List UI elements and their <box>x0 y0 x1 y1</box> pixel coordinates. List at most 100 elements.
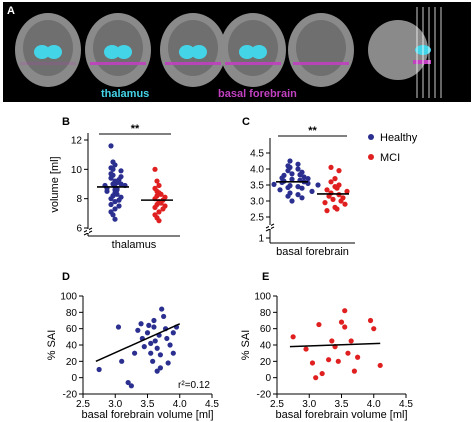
data-point-mci <box>338 198 344 204</box>
data-point <box>157 352 163 358</box>
basal-forebrain-region <box>225 62 281 65</box>
data-point-healthy <box>108 196 114 202</box>
y-axis-label: % SAI <box>240 330 252 361</box>
data-point-healthy <box>299 195 305 201</box>
significance-marker: ** <box>131 123 140 135</box>
x-tick-label: 3.5 <box>141 399 155 410</box>
thalamus-region-left <box>104 45 120 59</box>
thalamus-label: thalamus <box>101 88 149 100</box>
data-point <box>342 324 348 330</box>
data-point <box>371 326 377 332</box>
x-tick-label: 3.0 <box>302 399 316 410</box>
data-point <box>164 335 170 342</box>
data-point <box>377 362 383 369</box>
data-point <box>146 322 152 328</box>
data-point-healthy <box>309 188 315 194</box>
data-point <box>151 317 157 324</box>
data-point <box>135 327 141 333</box>
panel-letter-c: C <box>242 116 250 128</box>
data-point-mci <box>332 176 338 182</box>
data-point-healthy <box>114 179 120 186</box>
y-tick-label: 40 <box>260 341 272 352</box>
thalamus-region-left <box>239 45 255 59</box>
chart-c-basal-forebrain: 1 2.5 3.0 3.5 4.0 4.5 ** basal forebrain <box>250 125 355 258</box>
data-point-healthy <box>112 216 118 222</box>
y-tick-label: 40 <box>66 341 78 352</box>
y-tick-label: 4.0 <box>250 165 264 176</box>
data-point <box>319 370 325 377</box>
x-tick-label: 2.5 <box>270 399 284 410</box>
data-point <box>367 317 374 324</box>
data-point-healthy <box>108 143 114 149</box>
data-point <box>355 354 361 360</box>
data-point <box>150 358 156 364</box>
data-point <box>326 357 332 363</box>
x-tick-label: 4.5 <box>399 399 413 410</box>
data-point-healthy <box>277 187 283 193</box>
r-squared-annotation: r²=0.12 <box>178 380 210 391</box>
data-point-mci <box>334 185 340 191</box>
data-point-mci <box>328 164 334 170</box>
data-point-mci <box>330 196 336 202</box>
data-point-mci <box>322 200 328 206</box>
basal-forebrain-region <box>165 62 221 65</box>
data-point-healthy <box>285 168 291 174</box>
data-point <box>138 321 144 327</box>
data-point-mci <box>156 209 162 215</box>
y-tick-label: -20 <box>257 390 272 401</box>
data-point <box>316 321 322 328</box>
data-point-mci <box>334 206 340 212</box>
thalamus-region-right <box>46 45 62 59</box>
y-tick-label: 0 <box>265 373 271 384</box>
mri-strip-panel-a: A thalamus basal forebrain <box>3 2 471 102</box>
data-point <box>141 344 147 350</box>
data-point <box>338 319 345 325</box>
data-point <box>119 358 125 364</box>
data-point-healthy <box>287 158 293 164</box>
y-tick-label: 20 <box>66 357 78 368</box>
basal-forebrain-region <box>90 62 146 65</box>
y-tick-label: 100 <box>254 292 271 303</box>
data-point-mci <box>336 168 342 174</box>
y-tick-label: 3.0 <box>250 197 264 208</box>
y-axis-label: % SAI <box>46 330 58 361</box>
x-tick-label: 4.5 <box>205 399 219 410</box>
basal-forebrain-label: basal forebrain <box>218 88 297 100</box>
x-tick-label: 2.5 <box>76 399 90 410</box>
data-point-healthy <box>112 162 118 168</box>
data-point <box>132 350 138 356</box>
data-point <box>290 334 296 340</box>
data-point <box>345 350 351 356</box>
data-point <box>151 324 157 330</box>
legend-mci-label: MCI <box>380 152 400 164</box>
data-point-healthy <box>301 174 307 180</box>
y-tick-label: 80 <box>66 308 78 319</box>
x-tick-label: 4.0 <box>367 399 381 410</box>
data-point-mci <box>344 188 350 194</box>
data-point <box>303 346 309 352</box>
data-point-healthy <box>297 172 303 178</box>
y-tick-label: 60 <box>260 324 272 335</box>
data-point-mci <box>324 187 330 193</box>
thalamus-region-left <box>34 45 50 59</box>
data-point-healthy <box>108 175 114 181</box>
data-point <box>159 306 165 312</box>
legend: Healthy MCI <box>368 132 418 164</box>
data-point-healthy <box>295 184 301 190</box>
data-point <box>335 358 341 364</box>
data-point-healthy <box>110 212 116 218</box>
data-point-mci <box>156 182 162 189</box>
data-point-mci <box>158 200 164 206</box>
thalamus-region-right <box>116 45 132 59</box>
data-point-healthy <box>104 188 110 194</box>
data-point <box>128 383 134 389</box>
data-point <box>348 338 354 344</box>
data-point-mci <box>160 206 166 212</box>
x-tick-label: 3.5 <box>335 399 349 410</box>
coronal-slices <box>15 7 442 98</box>
data-point <box>161 313 167 320</box>
basal-forebrain-sagittal <box>413 60 431 64</box>
data-point-healthy <box>110 166 116 172</box>
data-point-mci <box>158 191 164 197</box>
regression-line <box>95 323 181 363</box>
